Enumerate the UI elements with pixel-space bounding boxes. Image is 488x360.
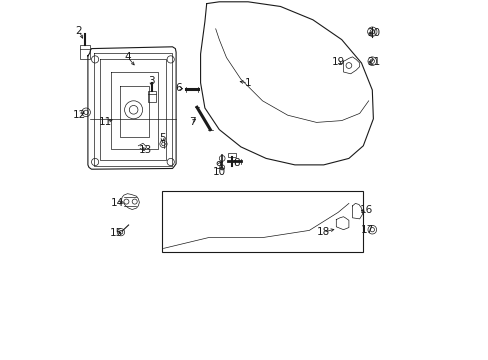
Text: 6: 6 — [175, 83, 182, 93]
Bar — [162, 191, 363, 252]
Text: 2: 2 — [76, 26, 82, 36]
Bar — [228, 153, 235, 157]
Text: 15: 15 — [109, 228, 122, 238]
Text: 13: 13 — [139, 145, 152, 156]
Text: 19: 19 — [331, 57, 344, 67]
Text: 1: 1 — [244, 78, 251, 88]
Text: 7: 7 — [188, 117, 195, 127]
Text: 12: 12 — [73, 110, 86, 120]
Text: 5: 5 — [159, 132, 165, 143]
Text: 8: 8 — [233, 158, 240, 168]
Text: 16: 16 — [360, 204, 373, 215]
Text: 10: 10 — [212, 167, 225, 177]
Text: 17: 17 — [360, 225, 373, 235]
Text: 21: 21 — [366, 57, 379, 67]
Text: 20: 20 — [366, 28, 379, 38]
Text: 4: 4 — [124, 52, 131, 62]
Text: 11: 11 — [99, 117, 112, 127]
Text: 18: 18 — [316, 227, 329, 237]
Text: 14: 14 — [111, 198, 124, 208]
Text: 9: 9 — [215, 161, 222, 171]
Text: 3: 3 — [148, 76, 155, 86]
